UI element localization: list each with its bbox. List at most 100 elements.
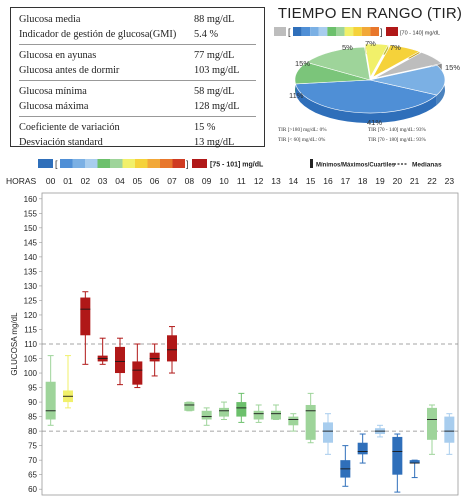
legend-swatch xyxy=(97,159,110,168)
stat-row: Indicador de gestión de glucosa(GMI) 5.4 … xyxy=(19,27,256,42)
legend-swatch-red xyxy=(192,159,207,168)
y-tick-label: 130 xyxy=(24,282,38,291)
box-18 xyxy=(357,433,368,464)
y-tick-label: 120 xyxy=(24,311,38,320)
legend-swatch xyxy=(160,159,173,168)
box-03 xyxy=(97,337,108,365)
pie-slice xyxy=(374,51,443,79)
pie-slice xyxy=(295,79,438,114)
box-iqr xyxy=(219,407,229,417)
x-tick-label: 21 xyxy=(410,176,420,186)
y-tick-label: 110 xyxy=(24,340,37,349)
stat-label: Glucosa mínima xyxy=(19,86,87,97)
box-iqr xyxy=(236,402,247,417)
stat-row: Glucosa antes de dormir 103 mg/dL xyxy=(19,63,256,78)
y-tick-label: 75 xyxy=(28,442,37,451)
stat-value: 13 mg/dL xyxy=(194,137,235,148)
box-04 xyxy=(115,337,125,386)
stats-group: Glucosa en ayunas 77 mg/dL Glucosa antes d… xyxy=(19,47,256,81)
box-21 xyxy=(409,459,420,479)
box-13 xyxy=(271,404,281,420)
box-iqr xyxy=(45,381,56,420)
box-iqr xyxy=(357,442,368,455)
stat-value: 5.4 % xyxy=(194,29,219,40)
stat-value: 128 mg/dL xyxy=(194,101,240,112)
tir-stat-70-180: TIR [70 - 180] mg/dL: 93% xyxy=(368,137,426,143)
box-05 xyxy=(132,343,143,389)
pie-slice xyxy=(369,64,446,96)
legend-range-label: [75 - 101] mg/dL xyxy=(210,162,264,169)
glucose-hourly-box-chart: HORAS 00 01 02 03 04 05 06 07 08 09 10 11 12 13 14 15 16 1… xyxy=(6,176,459,496)
legend-swatch xyxy=(38,159,53,168)
x-tick-label: 18 xyxy=(358,176,368,186)
stat-label: Coeficiente de variación xyxy=(19,122,120,133)
box-08 xyxy=(184,401,195,412)
box-iqr xyxy=(149,352,160,362)
y-tick-label: 135 xyxy=(24,267,38,276)
box-09 xyxy=(201,407,212,426)
tir-stat-above-180: TIR [>180] mg/dL: 0% xyxy=(278,127,327,133)
x-tick-label: 07 xyxy=(167,176,177,186)
x-tick-label: 12 xyxy=(254,176,264,186)
x-tick-label: 16 xyxy=(323,176,333,186)
legend-swatch xyxy=(122,159,135,168)
legend-bracket-open: [ xyxy=(288,27,291,37)
box-19 xyxy=(375,424,385,438)
legend-swatch xyxy=(293,27,302,36)
stat-label: Desviación standard xyxy=(19,137,103,148)
x-tick-label: 15 xyxy=(306,176,316,186)
x-tick-label: 22 xyxy=(427,176,437,186)
legend-swatch xyxy=(85,159,98,168)
legend-swatch xyxy=(172,159,185,168)
tir-stat-70-140: TIR [70 - 140] mg/dL: 93% xyxy=(368,127,426,133)
x-tick-label: 10 xyxy=(219,176,229,186)
box-iqr xyxy=(184,402,195,411)
y-tick-label: 140 xyxy=(24,253,38,262)
x-tick-label: 04 xyxy=(115,176,125,186)
y-tick-label: 125 xyxy=(24,296,38,305)
pie-slice xyxy=(364,43,389,78)
x-tick-label: 06 xyxy=(150,176,160,186)
y-tick-label: 90 xyxy=(28,398,37,407)
stat-row: Glucosa en ayunas 77 mg/dL xyxy=(19,48,256,63)
y-tick-label: 80 xyxy=(28,427,37,436)
y-axis-title: GLUCOSA mg/dL xyxy=(10,312,19,376)
legend-median-label: Medianas xyxy=(412,162,442,169)
stat-value: 15 % xyxy=(194,122,216,133)
legend-swatch xyxy=(110,159,123,168)
box-15 xyxy=(305,392,316,444)
x-tick-label: 00 xyxy=(46,176,56,186)
box-14 xyxy=(288,413,299,432)
legend-minmax-label: Mínimos/Máximos/Cuartiles xyxy=(316,163,396,169)
y-tick-label: 100 xyxy=(24,369,38,378)
stat-row: Desviación standard 13 mg/dL xyxy=(19,135,256,150)
y-tick-label: 60 xyxy=(28,485,37,494)
legend-swatch xyxy=(135,159,148,168)
legend-bracket-open: [ xyxy=(55,159,58,169)
box-06 xyxy=(149,343,160,377)
stat-row: Glucosa mínima 58 mg/dL xyxy=(19,84,256,99)
stat-label: Indicador de gestión de glucosa(GMI) xyxy=(19,29,177,40)
stats-group: Coeficiente de variación 15 % Desviación s… xyxy=(19,119,256,152)
stat-value: 77 mg/dL xyxy=(194,50,235,61)
box-02 xyxy=(80,291,91,365)
stat-value: 88 mg/dL xyxy=(194,14,235,25)
tir-legend: [] [70 - 140] mg/dL xyxy=(274,27,440,37)
stat-row: Coeficiente de variación 15 % xyxy=(19,120,256,135)
box-11 xyxy=(236,392,247,423)
box-iqr xyxy=(271,410,281,420)
box-iqr xyxy=(392,436,403,475)
x-tick-label: 14 xyxy=(289,176,299,186)
y-tick-label: 65 xyxy=(28,471,37,480)
stat-value: 103 mg/dL xyxy=(194,65,240,76)
x-tick-label: 13 xyxy=(271,176,281,186)
legend-swatch-grey xyxy=(274,27,286,36)
legend-swatch xyxy=(147,159,160,168)
legend-swatch xyxy=(60,159,73,168)
legend-bracket-close: ] xyxy=(186,159,189,169)
legend-range-label: [70 - 140] mg/dL xyxy=(400,31,440,37)
pie-slice-label: 15% xyxy=(445,63,460,72)
tir-pie-chart: 5% 7% 7% 15% 41% 11% 15% xyxy=(289,40,460,127)
stats-group: Glucosa mínima 58 mg/dL Glucosa máxima 128 … xyxy=(19,83,256,117)
stat-label: Glucosa antes de dormir xyxy=(19,65,120,76)
